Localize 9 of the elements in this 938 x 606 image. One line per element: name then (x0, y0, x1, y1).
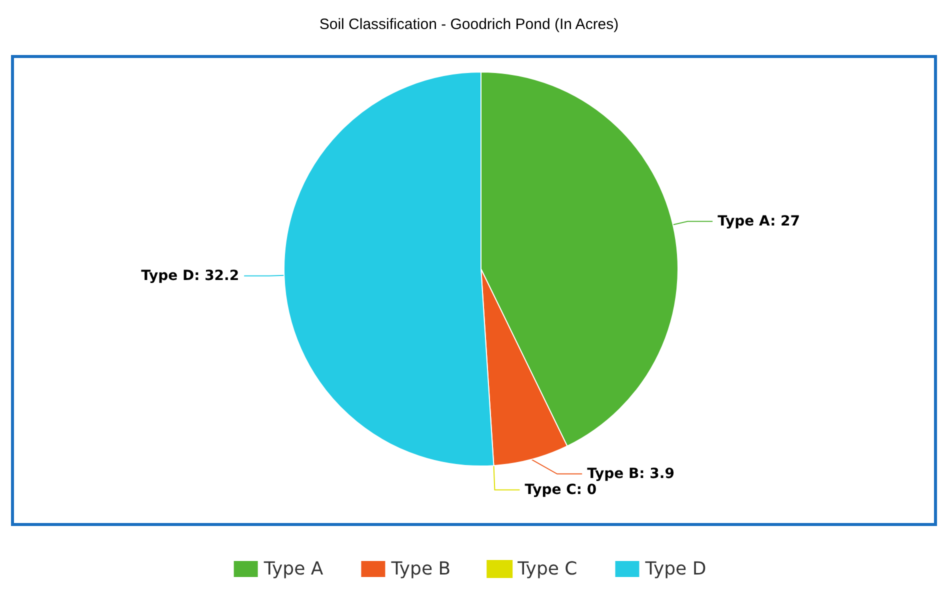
legend-label: Type A (262, 558, 324, 580)
text: Type C: 0 (524, 482, 597, 498)
legend-label: Type C (516, 558, 578, 580)
data-label: Type D: 32.2 (141, 268, 240, 284)
data-label: Type A: 27 (718, 213, 800, 230)
legend-label: Type D (644, 558, 706, 580)
chart-title: Soil Classification - Goodrich Pond (In Acres) (319, 16, 619, 33)
data-label: Type B: 3.9 (587, 466, 674, 482)
legend-label: Type B (390, 558, 451, 580)
